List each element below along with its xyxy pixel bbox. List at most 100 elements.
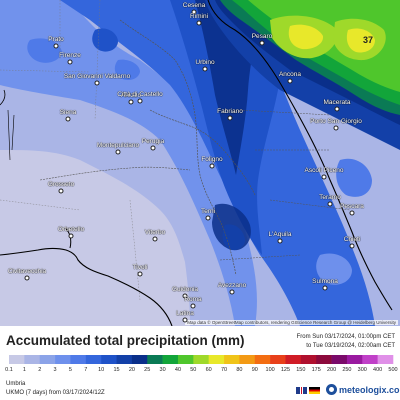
- region-name: Umbria: [6, 381, 26, 387]
- color-scale-segment: [39, 355, 56, 364]
- city-marker: [24, 275, 30, 281]
- city-label: Firenze: [59, 51, 81, 59]
- city-marker: [53, 43, 59, 49]
- city-label: Siena: [59, 108, 77, 116]
- city-label: Latina: [176, 309, 194, 317]
- city-label: Fabriano: [217, 107, 243, 115]
- language-switcher: [296, 387, 320, 394]
- color-scale-segment: [85, 355, 102, 364]
- color-scale-segment: [208, 355, 225, 364]
- city-label: Tivoli: [132, 263, 148, 271]
- city-marker: [349, 243, 355, 249]
- city-label: Porto San Giorgio: [310, 117, 362, 125]
- city-marker: [94, 80, 100, 86]
- city-marker: [196, 20, 202, 26]
- city-marker: [227, 115, 233, 121]
- city-label: Città di Castello: [117, 90, 163, 98]
- city-marker: [277, 238, 283, 244]
- city-label: Avezzano: [217, 281, 247, 289]
- city-marker: [182, 317, 188, 323]
- color-scale-tick: 300: [357, 367, 367, 373]
- city-marker: [137, 98, 143, 104]
- max-precip-value: 37: [362, 35, 374, 45]
- city-label: Urbino: [195, 58, 215, 66]
- city-marker: [321, 174, 327, 180]
- color-scale-segment: [316, 355, 332, 364]
- city-marker: [190, 303, 196, 309]
- color-scale-segment: [285, 355, 302, 364]
- precipitation-map[interactable]: 37 Map data © OpenStreetMap contributors…: [0, 0, 400, 326]
- brand-logo[interactable]: meteologix.com: [326, 384, 400, 395]
- color-scale-segment: [331, 355, 348, 364]
- city-label: Rimini: [189, 12, 209, 20]
- city-marker: [68, 233, 74, 239]
- city-marker: [209, 163, 215, 169]
- city-marker: [67, 59, 73, 65]
- city-label: Montepulciano: [96, 141, 140, 149]
- city-label: Perugia: [141, 137, 165, 145]
- color-scale-segment: [224, 355, 240, 364]
- color-scale-tick: 500: [388, 367, 398, 373]
- city-marker: [115, 149, 121, 155]
- color-scale-tick: 30: [159, 367, 166, 373]
- color-scale-segment: [9, 355, 25, 364]
- color-scale-segment: [162, 355, 179, 364]
- city-label: Terni: [200, 207, 216, 215]
- color-scale-tick: 100: [265, 367, 275, 373]
- model-run: UKMO (7 days) from 03/17/2024/12Z: [6, 390, 105, 396]
- city-marker: [259, 40, 265, 46]
- color-scale-tick: 175: [311, 367, 321, 373]
- color-scale-bar: [9, 355, 394, 364]
- color-scale-segment: [116, 355, 133, 364]
- color-scale-segment: [70, 355, 87, 364]
- color-scale-segment: [24, 355, 41, 364]
- city-label: Chieti: [343, 235, 361, 243]
- map-canvas: [0, 0, 400, 326]
- color-scale-tick: 10: [98, 367, 105, 373]
- color-scale-tick: 3: [53, 367, 57, 373]
- city-marker: [349, 210, 355, 216]
- brand-name: meteologix.com: [339, 384, 400, 395]
- color-scale-tick: 40: [174, 367, 182, 373]
- city-label: Ascoli Piceno: [304, 166, 344, 174]
- city-label: Macerata: [323, 98, 351, 106]
- city-marker: [333, 125, 339, 131]
- city-marker: [128, 99, 134, 105]
- color-scale-ticks: 0.1 1 2 3 5 7 10 15 20 25 30 40 50 60 70 80 90 100 125 150 1…: [5, 367, 398, 375]
- city-label: Prato: [48, 35, 64, 43]
- color-scale-tick: 250: [342, 367, 352, 373]
- german-flag-icon[interactable]: [309, 387, 320, 394]
- map-attribution[interactable]: Map data © OpenStreetMap contributors, r…: [185, 320, 398, 325]
- city-label: Pesaro: [251, 32, 273, 40]
- color-scale-tick: 80: [236, 367, 243, 373]
- city-marker: [229, 289, 235, 295]
- city-label: Arezzo: [120, 91, 142, 99]
- color-scale-tick: 15: [113, 367, 120, 373]
- color-scale-tick: 150: [296, 367, 306, 373]
- city-label: San Giovanni Valdarno: [63, 72, 131, 80]
- city-label: L'Aquila: [268, 230, 292, 238]
- color-scale-tick: 400: [373, 367, 383, 373]
- city-marker: [182, 293, 188, 299]
- color-scale-segment: [300, 355, 317, 364]
- uk-flag-icon[interactable]: [296, 387, 307, 394]
- color-scale-tick: 25: [144, 367, 151, 373]
- city-label: Roma: [184, 295, 202, 303]
- color-scale-tick: 125: [280, 367, 291, 373]
- color-scale-segment: [101, 355, 117, 364]
- city-marker: [327, 201, 333, 207]
- color-scale-segment: [177, 355, 194, 364]
- city-marker: [58, 188, 64, 194]
- color-scale-segment: [193, 355, 209, 364]
- city-marker: [205, 215, 211, 221]
- legend-panel: Accumulated total precipitation (mm) Fro…: [0, 326, 400, 400]
- city-marker: [202, 66, 208, 72]
- city-label: Foligno: [201, 155, 223, 163]
- color-scale-tick: 60: [205, 367, 212, 373]
- color-scale-tick: 5: [68, 367, 72, 373]
- city-marker: [287, 78, 293, 84]
- city-label: Teramo: [319, 193, 341, 201]
- city-marker: [137, 271, 143, 277]
- color-scale-tick: 200: [326, 367, 337, 373]
- color-scale-tick: 2: [38, 367, 42, 373]
